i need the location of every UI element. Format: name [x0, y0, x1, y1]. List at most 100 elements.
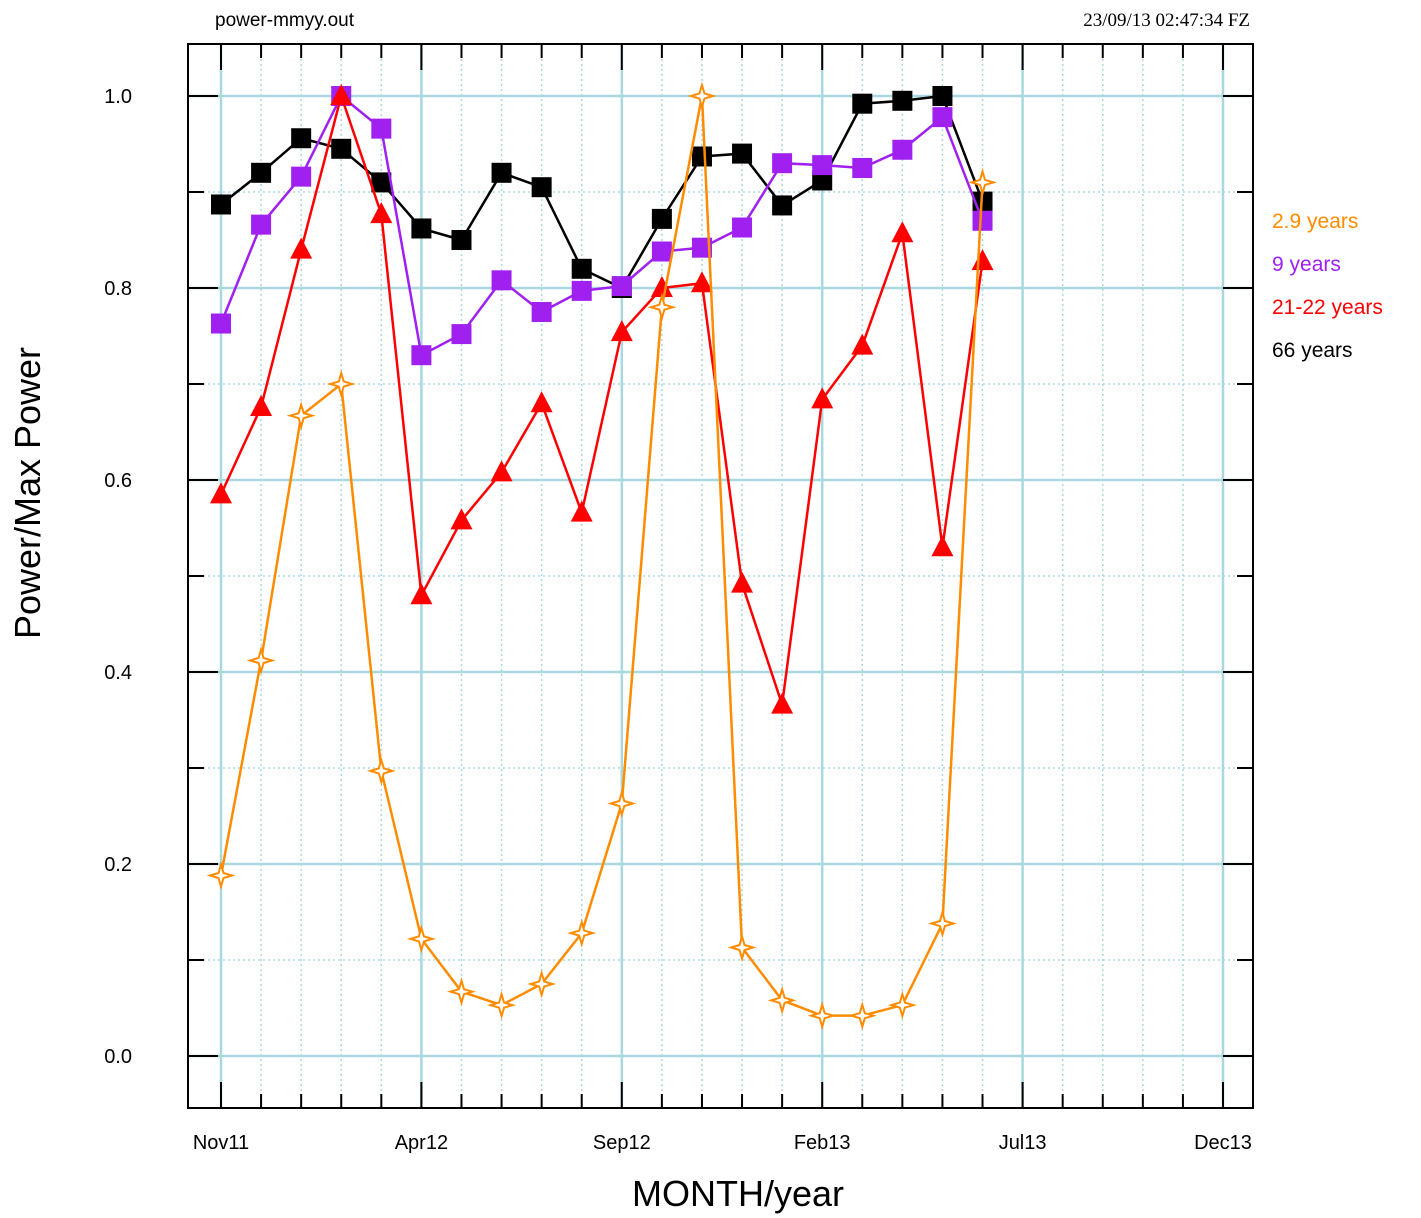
file-name-label: power-mmyy.out [215, 10, 355, 31]
data-point [647, 292, 677, 322]
y-axis-label: Power/Max Power [7, 347, 48, 639]
data-point [691, 146, 712, 167]
data-point [847, 1001, 877, 1031]
data-point [767, 985, 797, 1015]
data-point [366, 756, 396, 786]
data-point [530, 391, 553, 413]
data-point [450, 508, 473, 530]
data-point [690, 271, 713, 293]
data-point [892, 139, 913, 160]
data-point [246, 645, 276, 676]
x-tick-label: Apr12 [395, 1132, 448, 1154]
data-point [772, 153, 793, 174]
data-point [451, 324, 472, 345]
x-axis-label: MONTH/year [632, 1173, 844, 1214]
data-point [411, 345, 432, 366]
series-line [219, 95, 984, 1017]
tick-labels: Nov11 Apr12 Sep12 Feb13 Jul13 Dec13 0.0 0.2 0.4 0… [104, 86, 1252, 1154]
data-point [210, 482, 232, 504]
legend-item: 66 years [1272, 339, 1353, 362]
series-line [219, 91, 984, 706]
legend-item: 9 years [1272, 253, 1341, 276]
data-point [251, 214, 272, 235]
data-point [851, 333, 874, 355]
x-tick-label: Nov11 [193, 1132, 249, 1154]
data-point [491, 270, 512, 291]
x-tick-label: Dec13 [1194, 1132, 1252, 1154]
data-point [411, 218, 432, 239]
series-line [219, 94, 984, 358]
data-point [571, 258, 592, 279]
data-point [370, 202, 393, 224]
data-point [211, 194, 231, 215]
data-point [651, 208, 672, 229]
data-series [206, 81, 998, 1031]
data-point [807, 1001, 837, 1031]
data-point [732, 143, 753, 164]
y-tick-label: 0.4 [104, 662, 132, 684]
series-21-22-years [210, 84, 994, 714]
x-tick-label: Sep12 [593, 1132, 651, 1154]
data-point [570, 500, 593, 522]
y-tick-label: 0.0 [104, 1046, 132, 1068]
data-point [812, 170, 833, 191]
data-point [891, 221, 914, 243]
data-point [812, 155, 833, 176]
data-point [446, 977, 477, 1007]
data-point [771, 692, 794, 714]
axis-ticks [188, 44, 1253, 1108]
data-point [487, 990, 517, 1020]
data-point [286, 401, 316, 431]
y-tick-label: 0.6 [104, 470, 132, 492]
data-point [211, 313, 231, 334]
data-point [491, 162, 512, 183]
data-point [967, 167, 998, 197]
data-point [611, 276, 632, 297]
timestamp-label: 23/09/13 02:47:34 FZ [1083, 10, 1250, 31]
y-tick-label: 1.0 [104, 86, 132, 108]
data-point [571, 280, 592, 301]
data-point [326, 369, 356, 399]
data-point [931, 535, 954, 557]
x-tick-label: Feb13 [794, 1132, 851, 1154]
legend-item: 21-22 years [1272, 296, 1383, 319]
data-point [651, 241, 672, 262]
data-point [610, 320, 633, 342]
data-point [371, 118, 392, 139]
data-point [331, 138, 352, 159]
data-point [971, 249, 994, 271]
data-point [887, 990, 917, 1020]
data-point [927, 908, 957, 939]
series-2-9-years [206, 81, 998, 1031]
data-point [811, 387, 834, 409]
data-point [932, 107, 953, 128]
data-point [731, 571, 754, 593]
data-point [691, 237, 712, 258]
data-point [490, 460, 513, 482]
x-tick-label: Jul13 [999, 1132, 1047, 1154]
data-point [727, 932, 757, 963]
series-9-years [211, 86, 993, 366]
data-point [250, 395, 273, 417]
data-point [291, 128, 312, 149]
data-point [251, 162, 272, 183]
y-tick-label: 0.2 [104, 854, 132, 876]
data-point [330, 84, 353, 105]
legend: 2.9 years 9 years 21-22 years 66 years [1272, 210, 1383, 362]
data-point [772, 195, 793, 216]
data-point [531, 177, 552, 198]
data-point [972, 210, 993, 231]
data-point [687, 81, 717, 111]
data-point [567, 918, 597, 948]
data-point [852, 158, 873, 178]
data-point [451, 230, 472, 250]
data-point [932, 86, 953, 106]
data-point [290, 237, 313, 259]
data-point [650, 276, 673, 297]
data-point [607, 788, 637, 819]
grid-lines [188, 44, 1253, 1108]
y-tick-label: 0.8 [104, 278, 132, 300]
data-point [531, 302, 552, 322]
data-point [291, 166, 312, 187]
